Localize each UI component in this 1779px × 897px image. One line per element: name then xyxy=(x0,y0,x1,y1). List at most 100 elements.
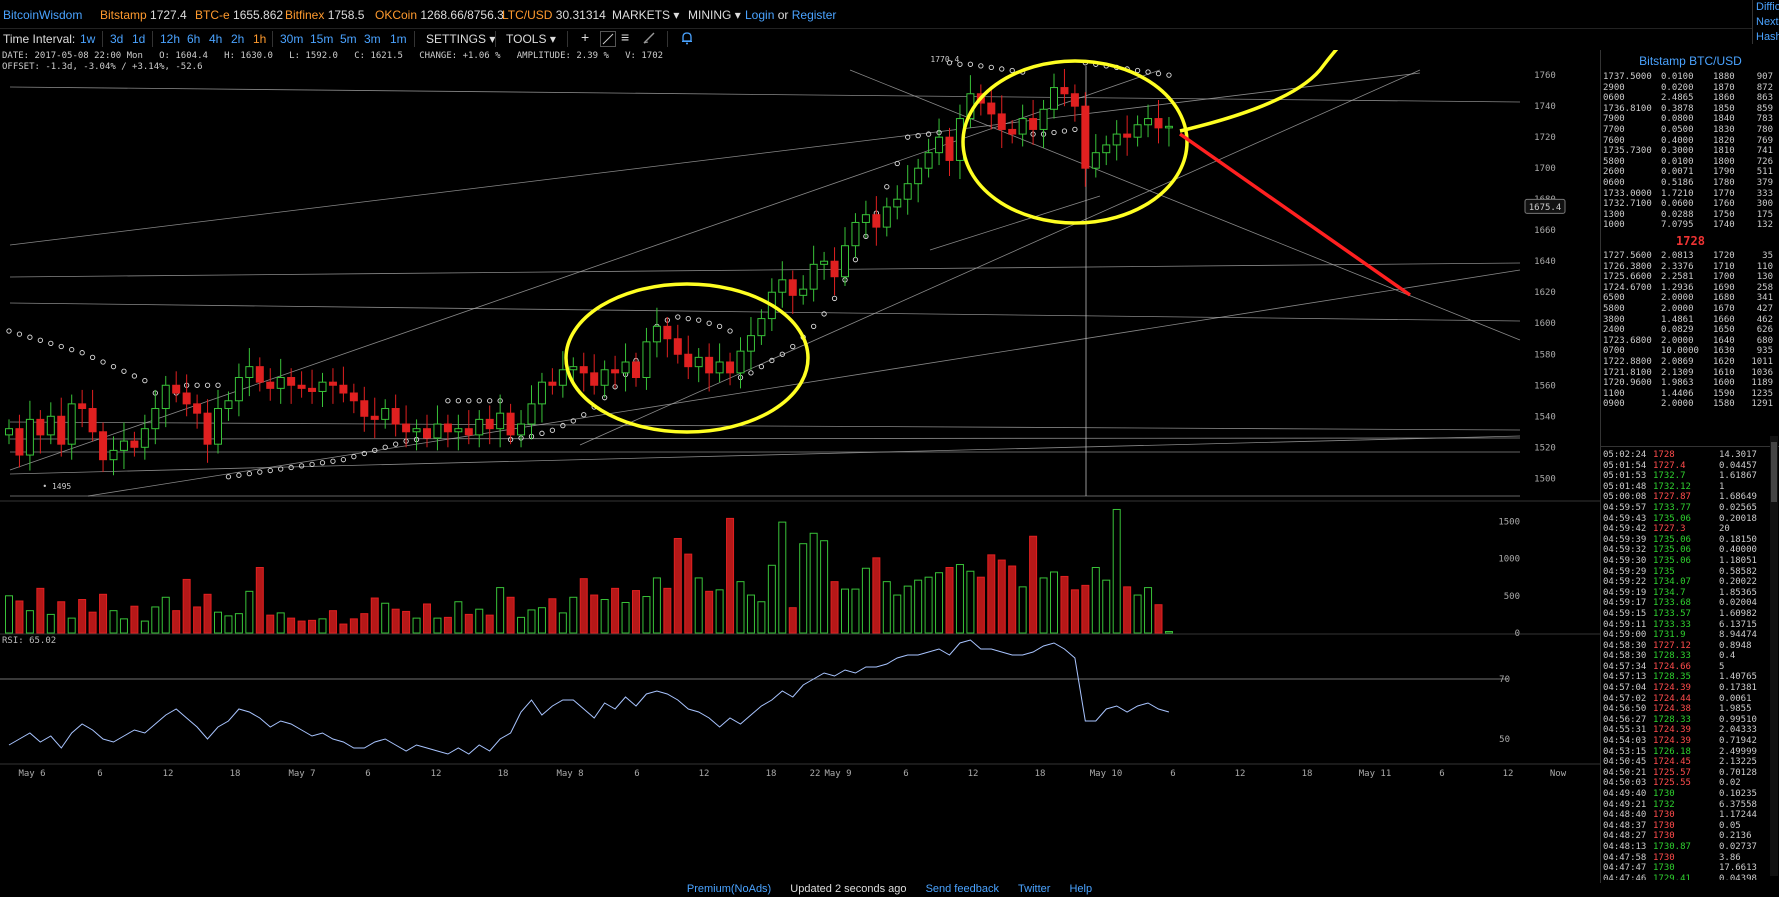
candle-body xyxy=(1154,118,1163,129)
bid-row[interactable]: 5800 2.0000 1670 427 xyxy=(1601,304,1773,315)
login-link[interactable]: Login xyxy=(745,8,775,22)
x-axis-label: 6 xyxy=(1170,769,1175,779)
ask-row[interactable]: 7600 0.4000 1820 769 xyxy=(1601,136,1773,147)
sar-dot xyxy=(570,418,576,424)
volume-bar xyxy=(611,587,620,634)
hashrate-link[interactable]: Hash xyxy=(1756,31,1779,43)
crosshair-tool-icon[interactable]: + xyxy=(581,29,590,45)
sar-dot xyxy=(1009,67,1015,74)
bid-row[interactable]: 1727.5600 2.0813 1720 35 xyxy=(1601,251,1773,262)
ask-row[interactable]: 7900 0.0800 1840 783 xyxy=(1601,114,1773,125)
tools-menu[interactable]: TOOLS ▾ xyxy=(506,32,556,46)
candle-body xyxy=(558,369,567,386)
volume-bar xyxy=(1060,575,1069,634)
bid-row[interactable]: 6500 2.0000 1680 341 xyxy=(1601,293,1773,304)
brand-logo[interactable]: BitcoinWisdom xyxy=(3,8,83,22)
interval-6h[interactable]: 6h xyxy=(187,32,201,46)
bid-row[interactable]: 2400 0.0829 1650 626 xyxy=(1601,325,1773,336)
trade-history-scrollbar[interactable] xyxy=(1770,436,1778,876)
price-chart[interactable]: RSI: 65.02 1500 1520 1540 1560 1580 1600 1620 1… xyxy=(0,50,1600,883)
trend-line xyxy=(9,421,1521,431)
bell-icon[interactable] xyxy=(681,31,693,48)
exchange-ticker-btce[interactable]: BTC-e 1655.862 xyxy=(195,8,283,22)
order-book-panel: Bitstamp BTC/USD 1737.5000 0.0100 1880 907 2… xyxy=(1600,50,1779,883)
order-book-title[interactable]: Bitstamp BTC/USD xyxy=(1639,54,1742,68)
feedback-link[interactable]: Send feedback xyxy=(925,883,999,895)
bid-row-cell: 110 xyxy=(1756,261,1773,272)
interval-3d[interactable]: 3d xyxy=(110,32,124,46)
ask-row[interactable]: 1000 7.0795 1740 132 xyxy=(1601,220,1773,231)
line-tool-icon[interactable] xyxy=(600,31,616,47)
candle-body xyxy=(1018,118,1027,135)
candle-body xyxy=(924,152,933,169)
trade-amount: 0.20022 xyxy=(1719,577,1757,588)
difficulty-link[interactable]: Diffic xyxy=(1756,1,1779,13)
ask-row-cell: 1850 xyxy=(1713,103,1735,114)
next-link[interactable]: Next xyxy=(1756,16,1779,28)
interval-2h[interactable]: 2h xyxy=(231,32,245,46)
help-link[interactable]: Help xyxy=(1069,883,1093,895)
interval-15m[interactable]: 15m xyxy=(310,32,334,46)
trade-row: 04:48:37 1730 0.05 xyxy=(1601,821,1773,832)
register-link[interactable]: Register xyxy=(791,8,837,22)
ask-row[interactable]: 1736.8100 0.3878 1850 859 xyxy=(1601,104,1773,115)
exchange-price: 1268.66/8756.3 xyxy=(420,8,504,22)
ask-row[interactable]: 1732.7100 0.0600 1760 300 xyxy=(1601,199,1773,210)
interval-4h[interactable]: 4h xyxy=(209,32,223,46)
exchange-ticker-bitstamp[interactable]: Bitstamp 1727.4 xyxy=(100,8,187,22)
horizontal-lines-tool-icon[interactable]: ≡ xyxy=(621,29,630,45)
interval-1d[interactable]: 1d xyxy=(132,32,146,46)
premium-link[interactable]: Premium(NoAds) xyxy=(686,883,772,895)
bid-row[interactable]: 1723.6800 2.0000 1640 680 xyxy=(1601,336,1773,347)
markets-menu[interactable]: MARKETS ▾ xyxy=(612,8,679,22)
exchange-ticker-okcoin[interactable]: OKCoin 1268.66/8756.3 xyxy=(375,8,504,22)
bid-row[interactable]: 3800 1.4861 1660 462 xyxy=(1601,315,1773,326)
candle-body xyxy=(820,260,829,265)
bid-row[interactable]: 1100 1.4406 1590 1235 xyxy=(1601,389,1773,400)
ask-row[interactable]: 2900 0.0200 1870 872 xyxy=(1601,83,1773,94)
price-tick-label: 1660 xyxy=(1534,226,1556,236)
candle-body xyxy=(88,408,97,433)
trade-time: 05:01:48 xyxy=(1603,481,1647,492)
twitter-link[interactable]: Twitter xyxy=(1018,883,1051,895)
exchange-ticker-ltcusd[interactable]: LTC/USD 30.31314 xyxy=(502,8,606,22)
interval-12h[interactable]: 12h xyxy=(160,32,181,46)
bid-row[interactable]: 1725.6600 2.2581 1700 130 xyxy=(1601,272,1773,283)
exchange-ticker-bitfinex[interactable]: Bitfinex 1758.5 xyxy=(285,8,364,22)
volume-bar xyxy=(485,614,494,634)
interval-5m[interactable]: 5m xyxy=(340,32,357,46)
settings-menu[interactable]: SETTINGS ▾ xyxy=(426,32,495,46)
ask-row[interactable]: 1733.0000 1.7210 1770 333 xyxy=(1601,189,1773,200)
ask-row[interactable]: 0600 0.5186 1780 379 xyxy=(1601,178,1773,189)
trade-time: 04:54:03 xyxy=(1603,736,1647,747)
pen-tool-icon[interactable] xyxy=(642,31,656,48)
bid-row[interactable]: 1726.3800 2.3376 1710 110 xyxy=(1601,262,1773,273)
bid-row[interactable]: 1720.9600 1.9863 1600 1189 xyxy=(1601,378,1773,389)
interval-30m[interactable]: 30m xyxy=(280,32,304,46)
interval-1h[interactable]: 1h xyxy=(253,32,267,46)
ask-row[interactable]: 1300 0.0288 1750 175 xyxy=(1601,210,1773,221)
interval-3m[interactable]: 3m xyxy=(364,32,381,46)
x-axis-label: 6 xyxy=(97,769,102,779)
bid-row[interactable]: 1722.8800 2.0869 1620 1011 xyxy=(1601,357,1773,368)
interval-1m[interactable]: 1m xyxy=(390,32,407,46)
ask-row-cell: 0.0800 xyxy=(1661,114,1694,125)
trade-price: 1735 xyxy=(1653,566,1675,577)
trade-row: 05:02:24 1728 14.3017 xyxy=(1601,450,1773,461)
exchange-name: BTC-e xyxy=(195,8,230,22)
bid-row[interactable]: 0900 2.0000 1580 1291 xyxy=(1601,399,1773,410)
ask-row[interactable]: 1735.7300 0.3000 1810 741 xyxy=(1601,146,1773,157)
candle-body xyxy=(485,418,494,430)
bid-row[interactable]: 1721.8100 2.1309 1610 1036 xyxy=(1601,368,1773,379)
interval-1w[interactable]: 1w xyxy=(80,32,96,46)
ask-row[interactable]: 0600 2.4865 1860 863 xyxy=(1601,93,1773,104)
bid-row[interactable]: 0700 10.0000 1630 935 xyxy=(1601,346,1773,357)
bid-row[interactable]: 1724.6700 1.2936 1690 258 xyxy=(1601,283,1773,294)
ask-row[interactable]: 5800 0.0100 1800 726 xyxy=(1601,157,1773,168)
ask-row[interactable]: 1737.5000 0.0100 1880 907 xyxy=(1601,72,1773,83)
candle-body xyxy=(537,381,546,405)
ask-row[interactable]: 2600 0.0071 1790 511 xyxy=(1601,167,1773,178)
candle-body xyxy=(391,408,400,425)
ask-row[interactable]: 7700 0.0500 1830 780 xyxy=(1601,125,1773,136)
mining-menu[interactable]: MINING ▾ xyxy=(688,8,741,22)
